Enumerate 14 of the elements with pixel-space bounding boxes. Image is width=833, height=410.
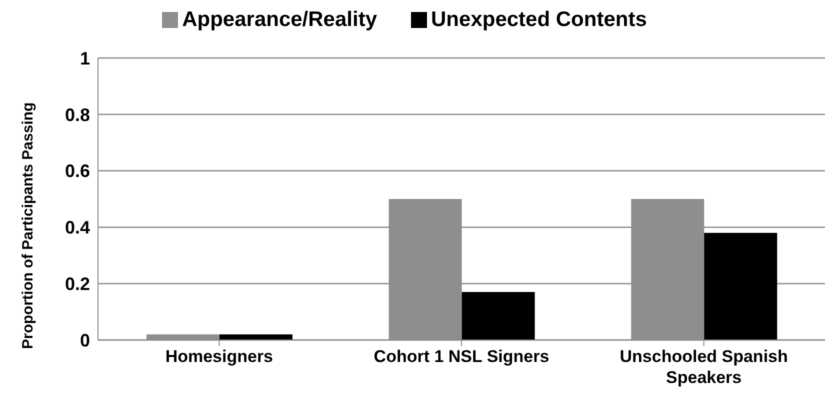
y-tick-label: 1 <box>80 48 90 68</box>
bar <box>462 292 535 340</box>
y-tick-label: 0.6 <box>64 161 90 182</box>
x-tick-label: Cohort 1 NSL Signers <box>374 347 550 366</box>
legend-label: Appearance/Reality <box>182 8 378 31</box>
legend-label: Unexpected Contents <box>431 8 647 31</box>
x-tick-label: Homesigners <box>165 347 274 366</box>
y-axis-title: Proportion of Participants Passing <box>19 102 36 349</box>
y-tick-label: 0.2 <box>64 274 90 294</box>
bar <box>704 232 778 340</box>
y-tick-label: 0 <box>80 330 90 350</box>
x-tick-label: Unschooled Spanish Speakers <box>620 347 788 387</box>
y-tick-label: 0.4 <box>64 218 90 238</box>
y-tick-label: 0.8 <box>64 104 90 125</box>
